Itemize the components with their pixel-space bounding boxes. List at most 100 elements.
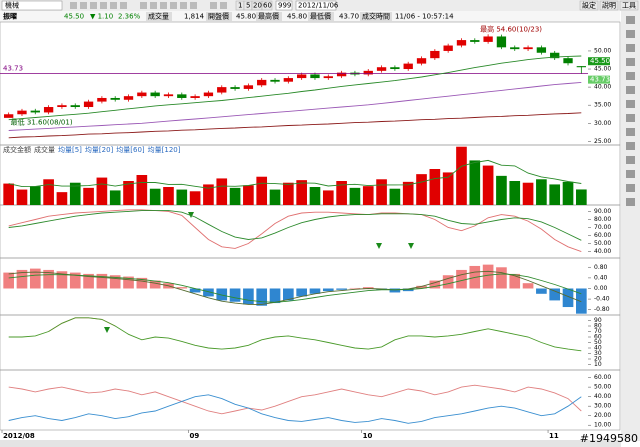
- candle-body: [190, 96, 200, 98]
- candle-body: [17, 110, 27, 115]
- scrollbar[interactable]: [0, 440, 621, 447]
- count-value: 999: [278, 2, 291, 10]
- candle-body: [30, 110, 40, 113]
- button-label: 設定: [582, 1, 596, 10]
- candle-body: [97, 97, 107, 102]
- info-value: 1,814: [184, 13, 205, 21]
- bar: [309, 288, 321, 294]
- y-tick-label: 40.00: [594, 84, 611, 91]
- candle-body: [523, 47, 533, 50]
- bar: [456, 146, 467, 205]
- bar: [29, 186, 41, 205]
- bar: [136, 175, 148, 205]
- y-tick-label: 50: [594, 339, 602, 346]
- bar: [189, 191, 201, 205]
- bar: [402, 181, 414, 205]
- bar: [69, 272, 81, 289]
- period-button[interactable]: [261, 0, 273, 11]
- bar: [296, 288, 307, 297]
- legend-label: 成交金額: [3, 145, 31, 154]
- bar: [176, 189, 188, 205]
- side-toolbar: [621, 11, 640, 441]
- bar: [109, 190, 121, 205]
- bar: [29, 268, 41, 289]
- bar: [96, 273, 108, 289]
- stock-name: 振曜: [3, 12, 17, 21]
- bar: [3, 183, 14, 205]
- candle-body: [496, 36, 507, 48]
- candle-body: [57, 105, 67, 108]
- candle-body: [203, 92, 214, 97]
- bar: [43, 269, 54, 289]
- y-tick-label: 50.00: [594, 384, 611, 391]
- annotation: 最高 54.60(10/23): [480, 24, 542, 33]
- y-tick-label: 50.00: [594, 47, 611, 54]
- bar: [456, 269, 467, 289]
- candle-body: [43, 107, 54, 113]
- date-input[interactable]: [295, 0, 337, 11]
- bar: [256, 288, 268, 306]
- change: ▼ 1.10: [90, 13, 113, 21]
- bar: [322, 190, 334, 205]
- y-tick-label: 0.00: [594, 285, 608, 292]
- help-button[interactable]: [599, 0, 619, 11]
- bar: [522, 182, 534, 205]
- x-tick-label: 11: [549, 432, 559, 440]
- toolbar-icons: [70, 2, 227, 9]
- y-tick-label: 25.00: [594, 138, 611, 145]
- bar: [549, 184, 561, 205]
- bar: [389, 188, 401, 205]
- y-tick-label: 90.00: [594, 208, 611, 215]
- candle-body: [323, 76, 333, 79]
- indicator-line: [8, 394, 582, 424]
- bar: [123, 181, 134, 205]
- y-tick-label: 20.00: [594, 412, 611, 419]
- candle-body: [403, 63, 413, 70]
- indicator-line: [8, 55, 582, 121]
- group-select[interactable]: [1, 0, 63, 11]
- bar: [322, 288, 334, 292]
- bar: [429, 280, 441, 289]
- signal-arrows: [104, 212, 414, 333]
- legend-label: 均量[5]: [58, 145, 82, 154]
- indicator-line: [8, 384, 582, 415]
- indicator-line: [8, 209, 582, 253]
- button-label: 說明: [602, 1, 616, 10]
- candle-body: [336, 72, 347, 77]
- legend-label: 均量[60]: [116, 145, 145, 154]
- info-label: 成交量: [148, 12, 169, 21]
- period-label: 60: [263, 2, 272, 10]
- x-tick-label: 09: [189, 432, 199, 440]
- bar: [163, 187, 174, 205]
- bar: [203, 184, 214, 205]
- candle-body: [230, 87, 240, 89]
- y-tick-label: 20: [594, 356, 602, 363]
- bar: [109, 275, 121, 289]
- watermark: #1949580: [580, 432, 638, 445]
- candle-body: [177, 94, 187, 98]
- candle-body: [470, 40, 480, 42]
- bar: [336, 181, 347, 205]
- y-tick-label: 90: [594, 317, 602, 324]
- indicator-line: [8, 159, 582, 189]
- bar: [283, 182, 294, 205]
- bar: [482, 264, 494, 289]
- bar: [243, 288, 254, 305]
- bar: [482, 165, 494, 205]
- bar: [56, 271, 68, 289]
- panel-frame: [0, 21, 621, 146]
- candle-body: [123, 96, 134, 100]
- settings-button[interactable]: [579, 0, 599, 11]
- candle-body: [430, 50, 440, 59]
- count-input[interactable]: [275, 0, 293, 11]
- y-tick-label: 0.80: [594, 264, 608, 271]
- y-tick-label: 10.00: [594, 422, 611, 429]
- y-tick-label: 45.00: [594, 66, 611, 73]
- tools-button[interactable]: [619, 0, 639, 11]
- indicator-line: [8, 273, 582, 303]
- price-tag: [588, 57, 610, 66]
- indicator-line: [48, 317, 116, 332]
- bar: [562, 181, 574, 205]
- candle-body: [576, 66, 587, 68]
- bar: [309, 187, 321, 205]
